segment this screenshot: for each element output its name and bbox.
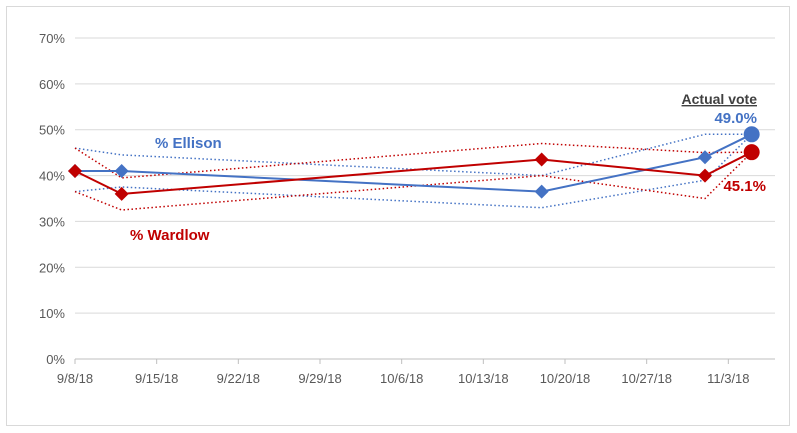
ellison-poll-point: [698, 150, 712, 165]
wardlow-upper-bound-line: [74, 142, 752, 179]
x-tick-label: 9/22/18: [217, 371, 260, 386]
y-tick-label: 0%: [46, 352, 65, 367]
y-tick-label: 50%: [39, 123, 65, 138]
annotations: % Ellison % Wardlow Actual vote 49.0% 45…: [130, 91, 766, 244]
y-tick-label: 10%: [39, 306, 65, 321]
actual-vote-label: Actual vote: [682, 91, 758, 107]
ellison-actual-value: 49.0%: [714, 110, 757, 127]
confidence-bands: [74, 133, 753, 211]
ellison-actual-vote-point: [743, 126, 760, 143]
x-tick-label: 11/3/18: [707, 371, 749, 386]
x-tick-label: 9/8/18: [57, 371, 93, 386]
ellison-poll-point: [114, 163, 129, 178]
wardlow-lower-bound-line: [74, 151, 753, 211]
wardlow-actual-vote-point: [743, 144, 760, 161]
wardlow-poll-point: [114, 186, 129, 201]
wardlow-series-label: % Wardlow: [130, 227, 210, 244]
x-tick-label: 10/6/18: [380, 371, 423, 386]
series-markers: [68, 126, 760, 201]
wardlow-actual-value: 45.1%: [723, 178, 766, 195]
y-tick-label: 20%: [39, 260, 65, 275]
ellison-poll-point: [534, 184, 549, 199]
x-tick-label: 9/29/18: [298, 371, 341, 386]
wardlow-poll-point: [68, 163, 82, 178]
x-axis-ticks: 9/8/18 9/15/18 9/22/18 9/29/18 10/6/18 10/13/…: [57, 359, 750, 386]
gridlines: [75, 37, 775, 360]
x-tick-label: 10/27/18: [621, 371, 672, 386]
wardlow-poll-point: [534, 152, 549, 167]
y-tick-label: 30%: [39, 214, 65, 229]
y-tick-label: 40%: [39, 169, 65, 184]
x-tick-label: 10/20/18: [540, 371, 591, 386]
ellison-series-label: % Ellison: [155, 135, 222, 152]
wardlow-poll-point: [698, 168, 712, 183]
chart-frame: [6, 6, 790, 426]
x-tick-label: 10/13/18: [458, 371, 509, 386]
y-tick-label: 60%: [39, 77, 65, 92]
y-axis-ticks: 0% 10% 20% 30% 40% 50% 60% 70%: [39, 31, 65, 367]
y-tick-label: 70%: [39, 31, 65, 46]
x-tick-label: 9/15/18: [135, 371, 178, 386]
